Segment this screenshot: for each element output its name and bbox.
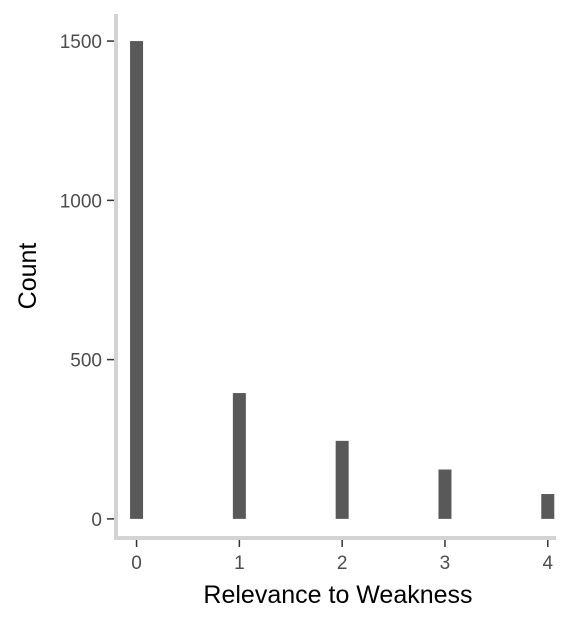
bar-2	[335, 440, 349, 519]
x-tick-label: 3	[440, 553, 451, 574]
x-tick-label: 1	[234, 553, 245, 574]
bar-0	[130, 41, 144, 519]
x-tick-label: 0	[131, 553, 142, 574]
y-axis-title: Count	[14, 243, 42, 310]
x-axis-title: Relevance to Weakness	[203, 581, 472, 609]
x-ticks-group: 0 1 2 3 4	[131, 540, 553, 574]
y-tick-label: 500	[70, 351, 102, 372]
y-tick-label: 1000	[60, 191, 102, 212]
x-tick-label: 4	[542, 553, 553, 574]
bar-3	[438, 469, 452, 519]
x-tick-label: 2	[337, 553, 348, 574]
y-tick-label: 1500	[60, 32, 102, 53]
bar-1	[232, 393, 246, 519]
bar-4	[541, 494, 555, 519]
bars-group	[130, 41, 555, 519]
y-tick-label: 0	[91, 510, 102, 531]
y-ticks-group: 0 500 1000 1500	[60, 32, 114, 531]
